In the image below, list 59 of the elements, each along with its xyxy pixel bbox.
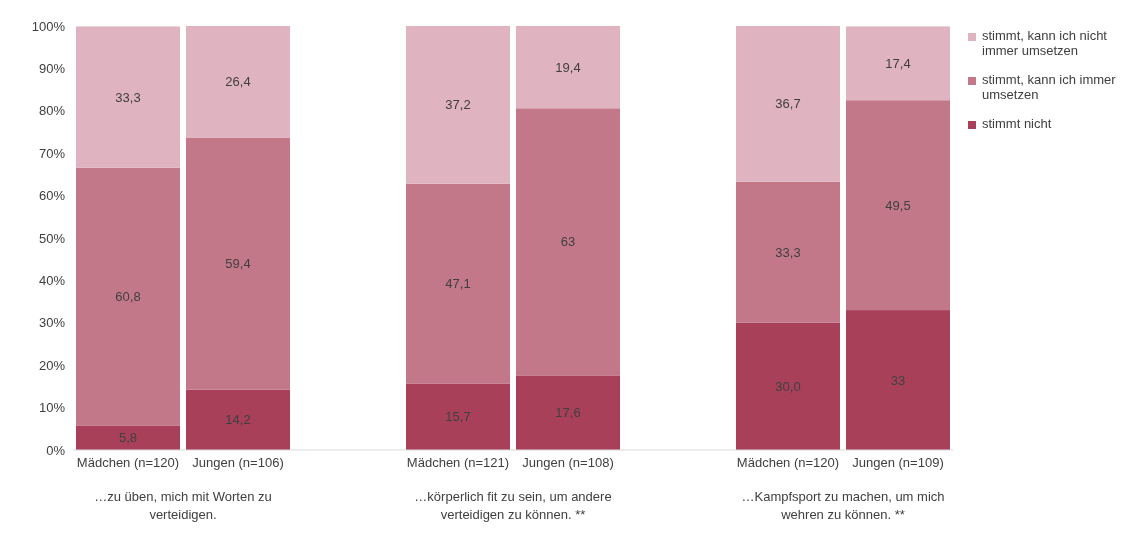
data-label: 33,3 (775, 244, 801, 260)
data-label: 26,4 (225, 74, 251, 90)
data-label: 59,4 (225, 256, 251, 272)
bar (406, 183, 510, 384)
x-tick-label: Mädchen (n=120) (76, 455, 180, 471)
data-label: 5,8 (118, 430, 138, 446)
y-tick-label: 10% (38, 400, 66, 416)
x-tick-label: Jungen (n=109) (852, 455, 944, 471)
bar (76, 167, 180, 426)
x-tick-label: Mädchen (n=121) (406, 455, 510, 471)
data-label: 60,8 (115, 289, 141, 305)
data-label: 33,3 (115, 89, 141, 105)
data-label: 37,2 (445, 97, 471, 113)
y-tick-label: 50% (38, 230, 66, 246)
legend-label: stimmt nicht (982, 116, 1052, 131)
y-tick-label: 0% (46, 442, 66, 458)
data-label: 19,4 (555, 59, 581, 75)
legend-label: stimmt, kann ich immer umsetzen (982, 72, 1117, 102)
text: …körperlich fit zu sein, um andere verteidigen zu können. ** (413, 488, 613, 524)
bar (186, 137, 290, 390)
bar (76, 26, 180, 168)
bar (736, 181, 840, 323)
bar (736, 26, 840, 182)
data-label: 49,5 (885, 197, 911, 213)
y-tick-label: 90% (38, 61, 66, 77)
y-tick-label: 60% (38, 188, 66, 204)
bar (846, 100, 950, 311)
text: …zu üben, mich mit Worten zu verteidigen. (93, 488, 273, 524)
data-label: 63 (560, 234, 576, 250)
data-label: 36,7 (775, 96, 801, 112)
text: …Kampfsport zu machen, um mich wehren zu können. ** (740, 488, 946, 524)
data-label: 33 (890, 372, 906, 388)
legend-label: stimmt, kann ich nicht immer umsetzen (982, 28, 1108, 58)
y-tick-label: 30% (38, 315, 66, 331)
y-tick-label: 80% (38, 103, 66, 119)
bar (76, 425, 180, 450)
bar (846, 26, 950, 101)
data-label: 17,6 (555, 405, 581, 421)
y-tick-label: 20% (38, 357, 66, 373)
x-tick-label: Jungen (n=106) (192, 455, 284, 471)
bar (516, 108, 620, 376)
data-label: 47,1 (445, 276, 471, 292)
y-tick-label: 40% (38, 273, 66, 289)
bar (736, 322, 840, 450)
data-label: 17,4 (885, 55, 911, 71)
bar (516, 26, 620, 109)
x-tick-label: Jungen (n=108) (522, 455, 614, 471)
bar (406, 383, 510, 450)
y-tick-label: 70% (38, 145, 66, 161)
data-label: 30,0 (775, 378, 801, 394)
data-label: 14,2 (225, 412, 251, 428)
x-tick-label: Mädchen (n=120) (736, 455, 840, 471)
bar (516, 375, 620, 450)
bar (846, 310, 950, 450)
bar (186, 26, 290, 138)
data-label: 15,7 (445, 409, 471, 425)
bar (406, 26, 510, 184)
bar (186, 389, 290, 450)
y-tick-label: 100% (31, 18, 66, 34)
